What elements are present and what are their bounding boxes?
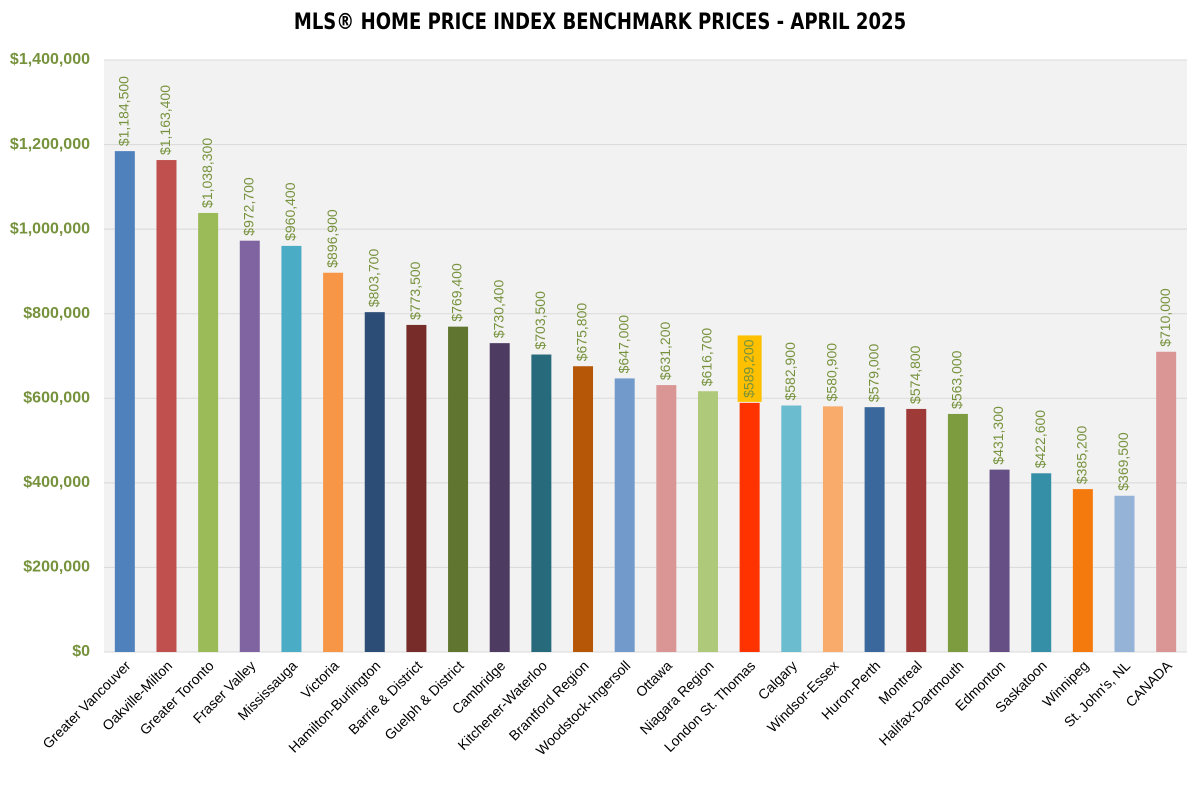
value-label: $769,400 bbox=[449, 263, 465, 322]
value-label: $1,163,400 bbox=[157, 85, 173, 155]
x-tick-label: Greater Toronto bbox=[136, 657, 217, 738]
value-label: $710,000 bbox=[1157, 288, 1173, 347]
value-label: $431,300 bbox=[990, 406, 1006, 465]
bar bbox=[906, 408, 927, 652]
y-tick-label: $600,000 bbox=[23, 390, 90, 407]
bar bbox=[864, 407, 885, 652]
value-label: $580,900 bbox=[824, 343, 840, 402]
bar bbox=[781, 405, 802, 652]
value-label: $385,200 bbox=[1074, 426, 1090, 485]
label-highlight bbox=[737, 335, 762, 402]
value-label: $563,000 bbox=[949, 350, 965, 409]
y-tick-label: $1,400,000 bbox=[10, 51, 90, 68]
bar bbox=[198, 212, 219, 652]
bar bbox=[739, 402, 760, 652]
value-label: $631,200 bbox=[657, 321, 673, 380]
y-tick-label: $800,000 bbox=[23, 305, 90, 322]
bar bbox=[281, 245, 302, 652]
bar bbox=[573, 366, 594, 652]
bar bbox=[697, 391, 718, 652]
value-label: $896,900 bbox=[324, 209, 340, 268]
bar bbox=[323, 272, 344, 652]
value-label: $616,700 bbox=[699, 328, 715, 387]
bar bbox=[1156, 351, 1177, 652]
bar bbox=[114, 151, 135, 652]
bar bbox=[406, 324, 427, 652]
bar bbox=[656, 385, 677, 652]
bar bbox=[614, 378, 635, 652]
x-tick-label: Barrie & District bbox=[345, 657, 425, 737]
plot-area bbox=[104, 60, 1187, 652]
value-label: $730,400 bbox=[490, 280, 506, 339]
value-label: $647,000 bbox=[615, 315, 631, 374]
value-label: $1,038,300 bbox=[199, 138, 215, 208]
value-label: $1,184,500 bbox=[116, 76, 132, 146]
x-tick-label: Niagara Region bbox=[637, 657, 717, 737]
bar bbox=[364, 312, 385, 652]
x-tick-label: CANADA bbox=[1122, 657, 1175, 710]
bar bbox=[1114, 495, 1135, 652]
bar bbox=[1031, 473, 1052, 652]
bar bbox=[531, 354, 552, 652]
value-label: $803,700 bbox=[365, 249, 381, 308]
bar bbox=[239, 240, 260, 652]
value-label: $972,700 bbox=[240, 177, 256, 236]
value-label: $574,800 bbox=[907, 345, 923, 404]
bar bbox=[448, 326, 469, 652]
value-label: $960,400 bbox=[282, 182, 298, 241]
y-tick-label: $0 bbox=[72, 643, 90, 660]
value-label: $703,500 bbox=[532, 291, 548, 350]
value-label: $773,500 bbox=[407, 261, 423, 320]
bar bbox=[489, 343, 510, 652]
y-tick-label: $400,000 bbox=[23, 474, 90, 491]
y-tick-label: $200,000 bbox=[23, 559, 90, 576]
value-label: $579,000 bbox=[865, 344, 881, 403]
bar bbox=[989, 469, 1010, 652]
value-label: $422,600 bbox=[1032, 410, 1048, 469]
value-label: $369,500 bbox=[1115, 432, 1131, 491]
bar bbox=[1072, 489, 1093, 652]
x-tick-label: Windsor-Essex bbox=[764, 657, 842, 735]
bar bbox=[822, 406, 843, 652]
y-tick-label: $1,000,000 bbox=[10, 220, 90, 237]
bar bbox=[156, 160, 177, 652]
bar bbox=[947, 413, 968, 652]
value-label: $589,200 bbox=[740, 339, 756, 398]
value-label: $582,900 bbox=[782, 342, 798, 401]
y-tick-label: $1,200,000 bbox=[10, 136, 90, 153]
value-label: $675,800 bbox=[574, 303, 590, 362]
chart-title: MLS® HOME PRICE INDEX BENCHMARK PRICES -… bbox=[294, 8, 906, 34]
